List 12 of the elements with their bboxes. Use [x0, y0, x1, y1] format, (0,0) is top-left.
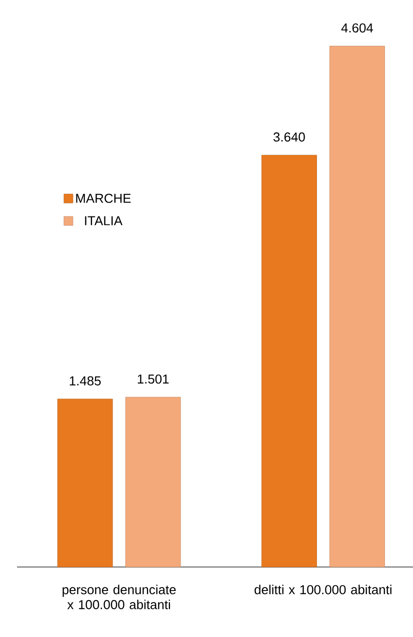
bar [125, 396, 181, 568]
bar [57, 398, 113, 568]
data-label: 1.501 [138, 374, 169, 384]
legend-label: ITALIA [85, 216, 122, 226]
legend-label: MARCHE [76, 194, 131, 203]
x-tick-label: delitti x 100.000 abitanti [254, 584, 392, 594]
data-label: 4.604 [341, 23, 374, 33]
data-label: 1.485 [70, 376, 101, 386]
bar [329, 46, 385, 568]
x-tick-label: persone denunciate x 100.000 abitanti [62, 584, 176, 610]
data-label: 3.640 [273, 132, 305, 142]
bar [261, 154, 317, 568]
